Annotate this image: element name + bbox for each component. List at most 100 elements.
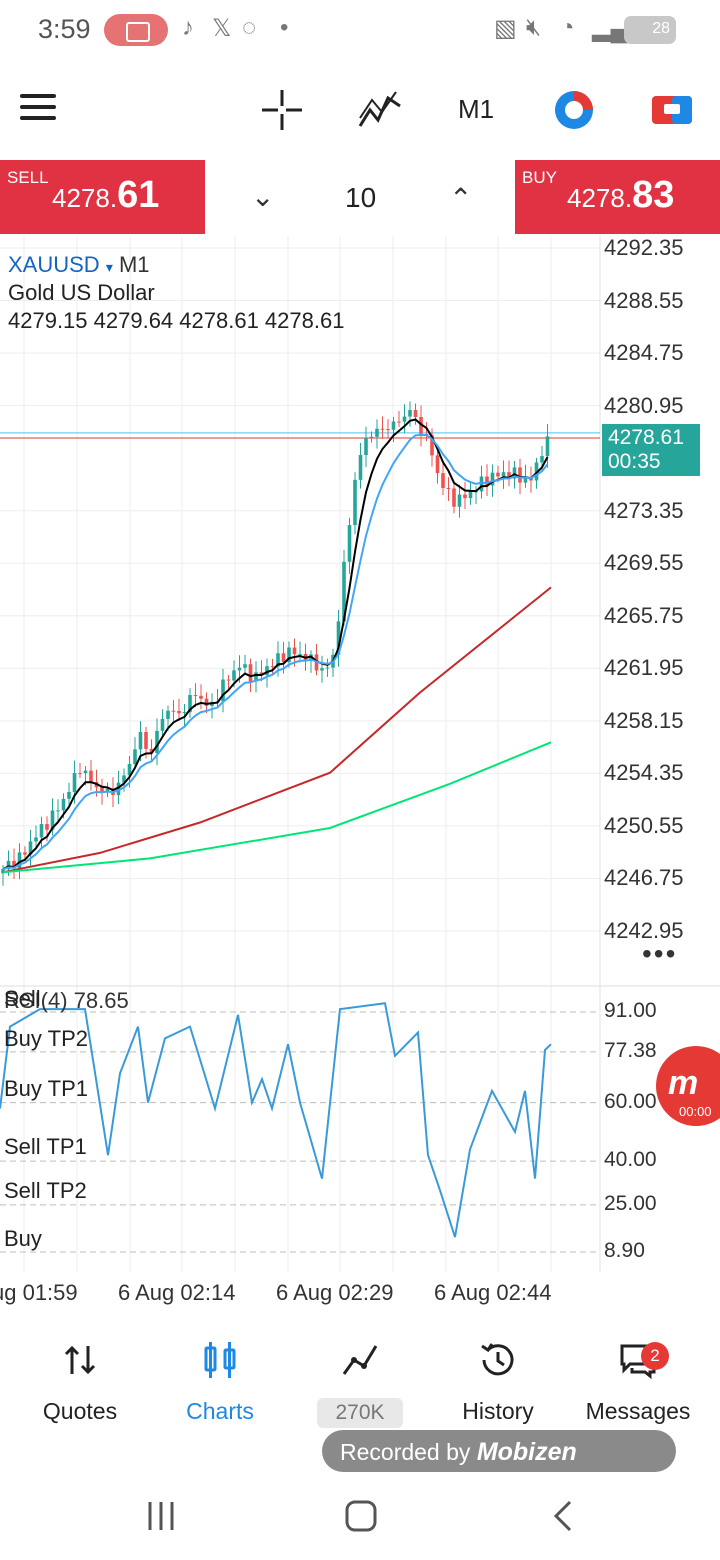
volume-increase-icon[interactable]: ⌃ bbox=[449, 183, 473, 214]
candle-body bbox=[28, 841, 33, 855]
candle-body bbox=[457, 494, 462, 507]
screen-record-icon bbox=[104, 14, 168, 46]
chart-toolbar: M1 bbox=[0, 70, 720, 150]
price-axis-label: 4246.75 bbox=[604, 865, 684, 891]
volume-input[interactable]: 10 bbox=[345, 182, 377, 213]
trade-line-icon bbox=[342, 1345, 378, 1375]
candle-body bbox=[485, 476, 489, 486]
candle-body bbox=[276, 653, 280, 667]
price-axis-label: 4242.95 bbox=[604, 918, 684, 943]
battery-level: 28 bbox=[652, 20, 670, 37]
candle-body bbox=[34, 837, 38, 842]
indicator-axis-label: 60.00 bbox=[604, 1089, 657, 1113]
price-axis-label: 4269.55 bbox=[604, 550, 684, 576]
candle-body bbox=[496, 472, 500, 477]
candle-body bbox=[39, 824, 44, 838]
nav-quotes[interactable]: Quotes bbox=[10, 1330, 150, 1430]
mobizen-floating-button[interactable] bbox=[656, 1046, 720, 1126]
candle-body bbox=[116, 782, 121, 796]
candle-body bbox=[397, 421, 401, 423]
time-axis-label: 6 Aug 02:29 bbox=[276, 1280, 394, 1305]
price-chart[interactable] bbox=[0, 236, 720, 1310]
nav-trade[interactable] bbox=[290, 1330, 430, 1430]
price-axis-label: 4258.15 bbox=[604, 707, 684, 733]
candle-body bbox=[534, 462, 539, 481]
candle-body bbox=[226, 679, 231, 681]
candle-body bbox=[50, 810, 55, 830]
indicator-level-label: Buy TP2 bbox=[4, 1026, 88, 1051]
ma-long-line bbox=[2, 741, 552, 874]
candle-body bbox=[45, 824, 49, 830]
price-axis-label: 4250.55 bbox=[604, 812, 684, 838]
ma-slow-line bbox=[2, 586, 552, 874]
time-axis-label: 6 Aug 02:14 bbox=[118, 1280, 236, 1305]
price-axis-label: 4273.35 bbox=[604, 497, 684, 523]
symbol-name[interactable]: XAUUSD bbox=[8, 252, 100, 277]
nav-messages[interactable]: Messages bbox=[568, 1330, 708, 1430]
candle-body bbox=[540, 456, 544, 463]
candle-body bbox=[353, 479, 357, 526]
sell-button[interactable]: SELL 4278.61 bbox=[0, 160, 205, 234]
candle-body bbox=[463, 494, 467, 499]
candle-body bbox=[479, 476, 484, 492]
candle-body bbox=[347, 525, 352, 562]
candle-body bbox=[193, 695, 198, 697]
indicator-line bbox=[0, 1002, 552, 1238]
system-navigation bbox=[0, 1490, 720, 1550]
indicator-level-label: Sell TP1 bbox=[4, 1134, 87, 1159]
trade-icon[interactable] bbox=[648, 86, 696, 134]
nav-trade-label[interactable]: 270K bbox=[317, 1398, 403, 1428]
buy-button[interactable]: BUY 4278.83 bbox=[515, 160, 720, 234]
chart-area[interactable]: XAUUSD ▾ M1 Gold US Dollar 4279.15 4279.… bbox=[0, 235, 720, 1310]
candle-body bbox=[259, 672, 264, 676]
volume-decrease-icon[interactable]: ⌄ bbox=[251, 181, 275, 212]
candle-body bbox=[507, 472, 511, 479]
candle-body bbox=[386, 429, 390, 431]
candle-body bbox=[243, 664, 247, 668]
candle-body bbox=[452, 488, 456, 507]
candle-body bbox=[149, 748, 154, 753]
candle-body bbox=[67, 792, 71, 799]
symbol-dropdown-icon[interactable]: ▾ bbox=[105, 259, 113, 275]
nav-charts[interactable]: Charts bbox=[150, 1330, 290, 1430]
candle-body bbox=[468, 491, 473, 499]
cast-icon: ▧ bbox=[494, 15, 517, 42]
time-axis-label: ug 01:59 bbox=[0, 1280, 78, 1305]
back-icon[interactable] bbox=[550, 1498, 574, 1534]
candle-body bbox=[89, 770, 93, 783]
indicator-axis-label: 77.38 bbox=[604, 1038, 657, 1062]
symbol-header[interactable]: XAUUSD ▾ M1 bbox=[8, 252, 150, 278]
candle-body bbox=[408, 410, 412, 417]
candle-body bbox=[358, 455, 363, 480]
wifi-icon: ◔ bbox=[560, 14, 575, 41]
crosshair-icon[interactable] bbox=[258, 86, 306, 134]
recorded-prefix: Recorded by bbox=[340, 1439, 471, 1465]
price-axis-label: 4280.95 bbox=[604, 392, 684, 418]
candle-body bbox=[72, 773, 77, 793]
status-time: 3:59 bbox=[38, 14, 91, 44]
nav-history[interactable]: History bbox=[428, 1330, 568, 1430]
candle-body bbox=[61, 798, 66, 811]
indicators-icon[interactable] bbox=[356, 86, 404, 134]
candle-body bbox=[501, 472, 506, 477]
home-icon[interactable] bbox=[344, 1498, 378, 1534]
sell-price: 4278.61 bbox=[52, 174, 160, 216]
candle-body bbox=[138, 731, 143, 750]
recorded-brand: Mobizen bbox=[476, 1438, 577, 1466]
recents-icon[interactable] bbox=[146, 1498, 176, 1534]
timeframe-button[interactable]: M1 bbox=[458, 94, 495, 124]
nav-quotes-label: Quotes bbox=[42, 1398, 118, 1424]
candle-body bbox=[413, 410, 418, 418]
candle-body bbox=[402, 416, 407, 422]
current-price-tag: 4278.61 00:35 bbox=[602, 424, 700, 476]
candle-body bbox=[133, 749, 137, 765]
candle-body bbox=[380, 428, 385, 430]
whatsapp-icon: ◌ bbox=[242, 14, 257, 41]
symbol-description: Gold US Dollar bbox=[8, 280, 155, 305]
more-options-icon[interactable]: ••• bbox=[642, 938, 678, 969]
candle-body bbox=[204, 698, 209, 706]
objects-icon[interactable] bbox=[550, 86, 598, 134]
menu-icon[interactable] bbox=[20, 94, 56, 124]
one-click-trading-bar: SELL 4278.61 ⌄ 10 ⌃ BUY 4278.83 bbox=[0, 160, 720, 234]
indicator-axis-label: 8.90 bbox=[604, 1239, 645, 1262]
